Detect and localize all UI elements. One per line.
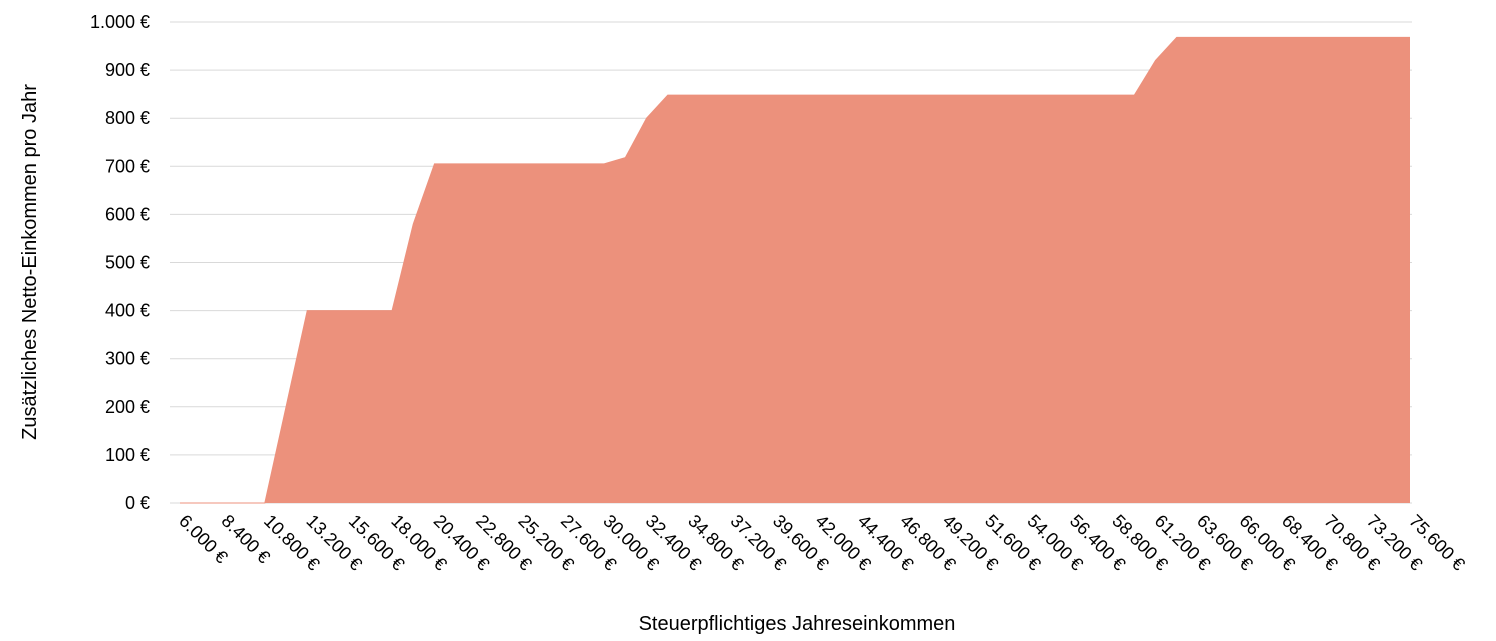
y-tick-label: 500 €: [105, 253, 150, 273]
y-tick-label: 800 €: [105, 108, 150, 128]
y-tick-label: 400 €: [105, 301, 150, 321]
y-tick-label: 200 €: [105, 397, 150, 417]
x-axis-title: Steuerpflichtiges Jahreseinkommen: [639, 613, 956, 635]
y-axis-title: Zusätzliches Netto-Einkommen pro Jahr: [19, 84, 41, 440]
area-line: [180, 36, 1410, 504]
y-tick-label: 900 €: [105, 60, 150, 80]
y-tick-label: 300 €: [105, 349, 150, 369]
area-fill: [180, 37, 1410, 503]
y-tick-label: 1.000 €: [90, 12, 150, 32]
y-tick-label: 600 €: [105, 204, 150, 224]
y-tick-label: 0 €: [125, 493, 150, 513]
y-tick-label: 100 €: [105, 445, 150, 465]
y-tick-label: 700 €: [105, 156, 150, 176]
